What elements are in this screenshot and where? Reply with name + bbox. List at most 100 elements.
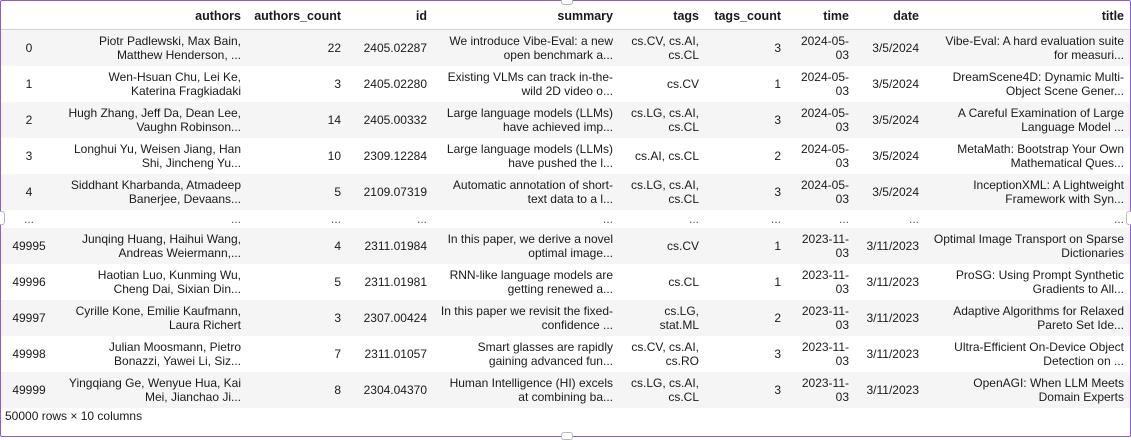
row-index: 2 bbox=[1, 102, 59, 138]
time-cell: 2024-05-03 bbox=[787, 102, 855, 138]
row-index: 3 bbox=[25, 149, 33, 163]
authors-count-cell: 4 bbox=[247, 228, 347, 264]
time-cell: ... bbox=[838, 212, 849, 226]
table-row: 49998 Julian Moosmann, Pietro Bonazzi, Ya… bbox=[1, 336, 1130, 372]
time-cell: 2024-05-03 bbox=[787, 174, 855, 210]
column-header-id: id bbox=[347, 3, 433, 30]
row-index: ... bbox=[23, 212, 34, 226]
tags-cell: cs.LG, cs.AI, cs.CL bbox=[619, 174, 705, 210]
time-cell: 2023-11-03 bbox=[801, 268, 849, 296]
resize-handle-left[interactable] bbox=[0, 211, 5, 225]
dataframe-table: authors authors_count id summary tags ta… bbox=[1, 3, 1130, 408]
id-cell: 2109.07319 bbox=[347, 174, 433, 210]
authors-cell: Longhui Yu, Weisen Jiang, Han Shi, Jinch… bbox=[73, 142, 241, 170]
table-row: 49996 Haotian Luo, Kunming Wu, Cheng Dai,… bbox=[1, 264, 1130, 300]
resize-handle-bottom[interactable] bbox=[561, 432, 573, 440]
row-index: 0 bbox=[1, 29, 59, 66]
id-cell: 2311.01981 bbox=[364, 275, 427, 289]
row-index: 49995 bbox=[1, 228, 59, 264]
summary-cell: In this paper, we derive a novel optimal… bbox=[433, 228, 619, 264]
tags-count-cell: 3 bbox=[774, 347, 781, 361]
date-cell: 3/5/2024 bbox=[855, 29, 925, 66]
tags-cell: cs.CV bbox=[619, 228, 705, 264]
tags-count-cell: 3 bbox=[705, 102, 787, 138]
id-cell: 2311.01057 bbox=[364, 347, 427, 361]
authors-count-cell: 3 bbox=[334, 77, 341, 91]
resize-handle-right[interactable] bbox=[1126, 211, 1131, 225]
title-cell: OpenAGI: When LLM Meets Domain Experts bbox=[925, 372, 1130, 408]
date-cell: 3/11/2023 bbox=[866, 275, 920, 289]
tags-count-cell: 3 bbox=[705, 29, 787, 66]
time-cell: 2024-05-03 bbox=[787, 29, 855, 66]
shape-summary: 50000 rows × 10 columns bbox=[5, 409, 143, 423]
table-body: 0 Piotr Padlewski, Max Bain, Matthew Hend… bbox=[1, 29, 1130, 408]
date-cell: 3/11/2023 bbox=[855, 228, 925, 264]
date-cell: 3/5/2024 bbox=[872, 77, 919, 91]
table-row: 0 Piotr Padlewski, Max Bain, Matthew Hend… bbox=[1, 29, 1130, 66]
column-header-title: title bbox=[925, 3, 1130, 30]
column-header-authors: authors bbox=[59, 3, 247, 30]
id-cell: 2311.01984 bbox=[347, 228, 433, 264]
table-row: 3 Longhui Yu, Weisen Jiang, Han Shi, Jinc… bbox=[1, 138, 1130, 174]
tags-cell: cs.LG, stat.ML bbox=[619, 300, 705, 336]
authors-count-cell: 8 bbox=[247, 372, 347, 408]
authors-count-cell: 3 bbox=[247, 300, 347, 336]
tags-cell: cs.CL bbox=[668, 275, 699, 289]
time-cell: 2024-05-03 bbox=[800, 142, 849, 170]
tags-cell: cs.LG, cs.AI, cs.CL bbox=[619, 372, 705, 408]
id-cell: 2309.12284 bbox=[363, 149, 427, 163]
tags-cell: cs.LG, cs.AI, cs.CL bbox=[619, 102, 705, 138]
column-header-date: date bbox=[855, 3, 925, 30]
date-cell: ... bbox=[908, 212, 919, 226]
row-index: 49998 bbox=[12, 347, 46, 361]
title-cell: Ultra-Efficient On-Device Object Detecti… bbox=[954, 340, 1124, 368]
authors-count-cell: 5 bbox=[334, 275, 341, 289]
summary-cell: Large language models (LLMs) have achiev… bbox=[433, 102, 619, 138]
time-cell: 2023-11-03 bbox=[787, 372, 855, 408]
authors-cell: Junqing Huang, Haihui Wang, Andreas Weie… bbox=[59, 228, 247, 264]
row-index: 4 bbox=[1, 174, 59, 210]
authors-count-cell: 7 bbox=[334, 347, 341, 361]
authors-cell: Julian Moosmann, Pietro Bonazzi, Yawei L… bbox=[108, 340, 241, 368]
row-index: 49997 bbox=[1, 300, 59, 336]
row-index: 49999 bbox=[1, 372, 59, 408]
title-cell: Adaptive Algorithms for Relaxed Pareto S… bbox=[925, 300, 1130, 336]
authors-cell: ... bbox=[230, 212, 241, 226]
id-cell: ... bbox=[416, 212, 427, 226]
tags-cell: cs.CV, cs.AI, cs.CL bbox=[619, 29, 705, 66]
tags-cell: ... bbox=[688, 212, 699, 226]
authors-count-cell: 10 bbox=[327, 149, 341, 163]
authors-cell: Haotian Luo, Kunming Wu, Cheng Dai, Sixi… bbox=[97, 268, 241, 296]
tags-count-cell: 1 bbox=[705, 228, 787, 264]
authors-count-cell: 5 bbox=[247, 174, 347, 210]
authors-cell: Piotr Padlewski, Max Bain, Matthew Hende… bbox=[59, 29, 247, 66]
id-cell: 2304.04370 bbox=[347, 372, 433, 408]
summary-cell: ... bbox=[602, 212, 613, 226]
column-header-summary: summary bbox=[433, 3, 619, 30]
table-row: 49995 Junqing Huang, Haihui Wang, Andreas… bbox=[1, 228, 1130, 264]
summary-cell: Smart glasses are rapidly gaining advanc… bbox=[477, 340, 613, 368]
time-cell: 2024-05-03 bbox=[800, 70, 849, 98]
date-cell: 3/5/2024 bbox=[855, 174, 925, 210]
summary-cell: In this paper we revisit the fixed-confi… bbox=[433, 300, 619, 336]
date-cell: 3/11/2023 bbox=[855, 372, 925, 408]
id-cell: 2307.00424 bbox=[347, 300, 433, 336]
column-header-index bbox=[1, 3, 59, 30]
date-cell: 3/5/2024 bbox=[855, 102, 925, 138]
column-header-tags: tags bbox=[619, 3, 705, 30]
authors-cell: Hugh Zhang, Jeff Da, Dean Lee, Vaughn Ro… bbox=[59, 102, 247, 138]
summary-cell: Large language models (LLMs) have pushed… bbox=[446, 142, 613, 170]
id-cell: 2405.00332 bbox=[347, 102, 433, 138]
tags-cell: cs.CV bbox=[666, 77, 699, 91]
table-row: 49999 Yingqiang Ge, Wenyue Hua, Kai Mei, … bbox=[1, 372, 1130, 408]
tags-count-cell: 1 bbox=[774, 275, 781, 289]
table-row: 49997 Cyrille Kone, Emilie Kaufmann, Laur… bbox=[1, 300, 1130, 336]
authors-cell: Yingqiang Ge, Wenyue Hua, Kai Mei, Jianc… bbox=[59, 372, 247, 408]
id-cell: 2405.02280 bbox=[363, 77, 427, 91]
tags-cell: cs.AI, cs.CL bbox=[634, 149, 699, 163]
time-cell: 2023-11-03 bbox=[787, 300, 855, 336]
summary-cell: Automatic annotation of short-text data … bbox=[433, 174, 619, 210]
title-cell: DreamScene4D: Dynamic Multi-Object Scene… bbox=[952, 70, 1124, 98]
table-row: 1 Wen-Hsuan Chu, Lei Ke, Katerina Fragkia… bbox=[1, 66, 1130, 102]
authors-count-cell: ... bbox=[330, 212, 341, 226]
